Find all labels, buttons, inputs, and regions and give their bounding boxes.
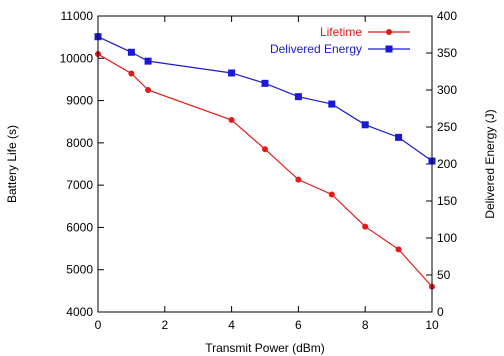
data-point — [261, 79, 269, 87]
right-tick-label: 300 — [437, 83, 457, 97]
left-tick-label: 5000 — [66, 263, 93, 277]
data-point — [127, 48, 135, 56]
series-1 — [94, 33, 436, 165]
series-layer — [94, 33, 436, 290]
x-axis-label: Transmit Power (dBm) — [205, 341, 325, 355]
data-point — [228, 69, 236, 77]
left-tick-label: 4000 — [66, 305, 93, 319]
data-point — [145, 87, 152, 93]
series-line — [97, 36, 433, 162]
series-line — [97, 53, 433, 288]
right-tick-label: 200 — [437, 157, 457, 171]
right-tick-label: 400 — [437, 9, 457, 23]
legend-marker — [386, 29, 392, 35]
data-point — [362, 223, 369, 230]
right-tick-label: 350 — [437, 46, 457, 60]
right-tick-label: 150 — [437, 194, 457, 208]
left-tick-label: 6000 — [66, 220, 93, 234]
right-tick-label: 250 — [437, 120, 457, 134]
left-tick-label: 8000 — [66, 136, 93, 150]
right-y-axis-label: Delivered Energy (J) — [483, 109, 497, 218]
data-point — [328, 191, 335, 198]
left-tick-label: 11000 — [61, 9, 94, 23]
legend-marker — [385, 45, 393, 53]
right-tick-label: 0 — [437, 305, 444, 319]
left-tick-label: 10000 — [60, 51, 94, 65]
data-point — [128, 70, 135, 77]
x-tick-label: 4 — [228, 318, 235, 332]
data-point — [395, 133, 403, 141]
x-tick-label: 0 — [95, 318, 102, 332]
series-0 — [95, 51, 435, 290]
right-tick-label: 50 — [437, 268, 451, 282]
data-point — [328, 100, 336, 108]
left-y-axis-label: Battery Life (s) — [5, 125, 19, 203]
data-point — [144, 57, 152, 65]
data-point — [294, 93, 302, 101]
left-tick-label: 9000 — [66, 94, 93, 108]
left-tick-label: 7000 — [66, 178, 93, 192]
x-tick-label: 6 — [295, 318, 302, 332]
data-point — [295, 176, 302, 183]
right-tick-label: 100 — [437, 231, 457, 245]
legend: Lifetime Delivered Energy — [270, 25, 410, 56]
plot-frame — [97, 15, 433, 313]
x-tick-label: 10 — [425, 318, 439, 332]
legend-label: Delivered Energy — [270, 42, 362, 56]
data-point — [361, 121, 369, 129]
legend-label: Lifetime — [320, 25, 362, 39]
data-point — [262, 146, 268, 153]
x-tick-label: 8 — [362, 318, 369, 332]
data-point — [395, 246, 402, 253]
x-tick-label: 2 — [161, 318, 168, 332]
left-axis-ticks: 4000 5000 6000 7000 8000 9000 10000 11000 — [60, 9, 104, 319]
right-axis-ticks: 0 50 100 150 200 250 300 350 400 — [426, 9, 457, 319]
data-point — [228, 117, 235, 124]
